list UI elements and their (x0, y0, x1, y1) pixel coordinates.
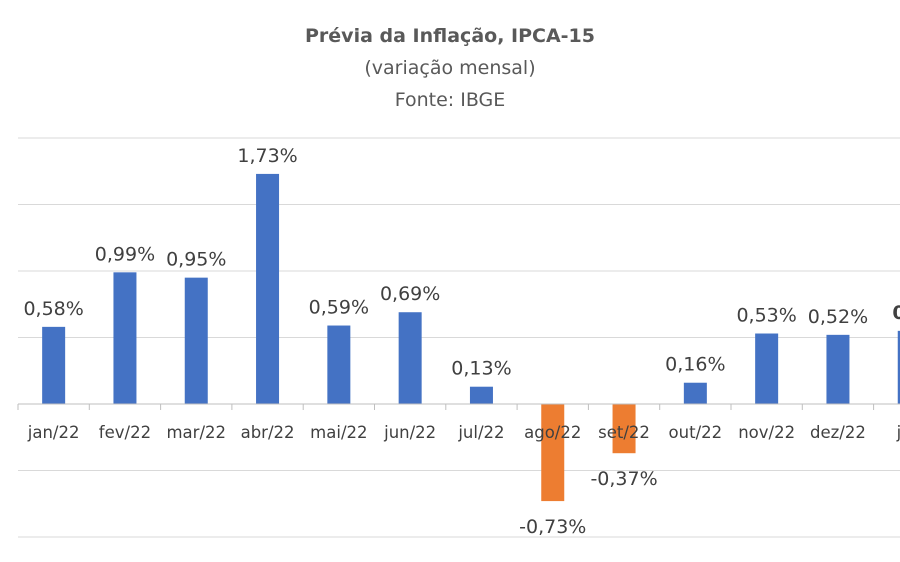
data-label-dez/22: 0,52% (808, 306, 868, 328)
data-label-jun/22: 0,69% (380, 283, 440, 305)
tick-label-jun/22: jun/22 (383, 423, 436, 442)
x-tick-labels: jan/22 fev/22 mar/22 abr/22 mai/22 jun/22 jul/… (27, 423, 900, 442)
tick-label-dez/22: dez/22 (810, 423, 866, 442)
chart-source: Fonte: IBGE (395, 89, 506, 111)
bar-jun/22 (398, 312, 422, 404)
data-labels: 0,58% 0,99% 0,95% 1,73% 0,59% 0,69% 0,13% -0,73… (23, 145, 900, 538)
data-label-jan/22: 0,58% (23, 298, 83, 320)
bar-ago/22 (541, 404, 565, 502)
tick-label-abr/22: abr/22 (241, 423, 295, 442)
tick-label-nov/22: nov/22 (738, 423, 795, 442)
data-label-mai/22: 0,59% (309, 297, 369, 319)
data-label-out/22: 0,16% (665, 354, 725, 376)
data-label-set/22: -0,37% (590, 468, 657, 490)
tick-label-mai/22: mai/22 (310, 423, 367, 442)
bar-nov/22 (755, 333, 779, 404)
bar-mar/22 (184, 277, 208, 404)
bar-set/22 (612, 404, 636, 454)
data-label-mar/22: 0,95% (166, 249, 226, 271)
data-label-jul/22: 0,13% (451, 358, 511, 380)
tick-label-ago/22: ago/22 (524, 423, 581, 442)
chart-subtitle: (variação mensal) (364, 57, 535, 79)
data-label-nov/22: 0,53% (736, 305, 796, 327)
tick-label-set/22: set/22 (598, 423, 650, 442)
tick-label-out/22: out/22 (669, 423, 723, 442)
bar-jan/23 (897, 330, 900, 404)
data-label-jan/23: 0,5 (892, 302, 900, 324)
gridlines (18, 137, 900, 538)
bar-fev/22 (113, 272, 137, 404)
bars (42, 173, 900, 502)
bar-jul/22 (469, 386, 493, 404)
bar-out/22 (683, 382, 707, 404)
tick-label-jan/23: jan (896, 423, 900, 442)
data-label-abr/22: 1,73% (237, 145, 297, 167)
chart-title: Prévia da Inflação, IPCA-15 (305, 25, 595, 47)
tick-label-mar/22: mar/22 (166, 423, 226, 442)
x-axis (17, 403, 900, 410)
tick-label-fev/22: fev/22 (99, 423, 151, 442)
data-label-fev/22: 0,99% (95, 243, 155, 265)
tick-label-jan/22: jan/22 (27, 423, 80, 442)
data-label-ago/22: -0,73% (519, 516, 586, 538)
tick-label-jul/22: jul/22 (457, 423, 504, 442)
bar-dez/22 (826, 334, 850, 404)
bar-jan/22 (42, 326, 66, 404)
bar-abr/22 (256, 173, 280, 404)
bar-mai/22 (327, 325, 351, 404)
